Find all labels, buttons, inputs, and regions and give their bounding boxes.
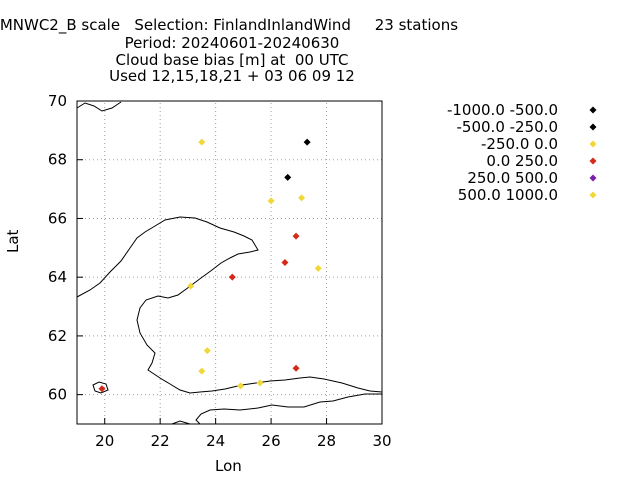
station-point	[292, 364, 300, 372]
x-axis-label: Lon	[215, 457, 242, 475]
legend-label: 500.0 1000.0	[458, 186, 558, 204]
legend-marker	[589, 157, 597, 165]
plot-frame	[76, 100, 383, 425]
title-line-2: Period: 20240601-20240630	[124, 34, 340, 52]
station-point	[314, 264, 322, 272]
station-point	[187, 282, 195, 290]
station-point	[292, 232, 300, 240]
station-point	[298, 194, 306, 202]
station-point	[203, 347, 211, 355]
station-point	[237, 382, 245, 390]
y-tick-label: 60	[48, 386, 67, 404]
station-point	[267, 197, 275, 205]
legend-marker	[589, 106, 597, 114]
station-points	[98, 138, 322, 393]
coastline-estonia	[195, 393, 382, 425]
legend-label: -1000.0 -500.0	[447, 101, 558, 119]
station-point	[281, 259, 289, 266]
title-line-1: : MNWC2_B scale Selection: FinlandInland…	[0, 16, 459, 34]
legend-marker	[589, 140, 597, 148]
legend-label: 0.0 250.0	[486, 152, 558, 170]
station-point	[198, 138, 206, 146]
legend-label: -500.0 -250.0	[457, 118, 558, 136]
coastline-sweden	[76, 101, 122, 112]
legend: -1000.0 -500.0-500.0 -250.0-250.0 0.00.0…	[447, 101, 597, 204]
x-tick-label: 20	[95, 432, 114, 450]
title-line-3: Cloud base bias [m] at 00 UTC	[115, 51, 349, 69]
station-point	[198, 367, 206, 375]
y-tick-label: 66	[48, 209, 67, 227]
legend-label: -250.0 0.0	[481, 135, 558, 153]
coastline-south	[171, 420, 191, 425]
title-line-4: Used 12,15,18,21 + 03 06 09 12	[109, 67, 355, 85]
station-point	[303, 138, 311, 146]
x-tick-label: 30	[372, 432, 391, 450]
y-axis-label: Lat	[4, 229, 22, 253]
y-tick-label: 68	[48, 151, 67, 169]
legend-marker	[589, 191, 597, 199]
legend-marker	[589, 174, 597, 182]
grid-lines	[77, 100, 383, 424]
coastline-aland	[92, 381, 109, 394]
axis-ticks: 20 22 24 26 28 30 60 62 64 66 68 70	[48, 92, 392, 450]
x-tick-label: 24	[206, 432, 225, 450]
legend-marker	[589, 123, 597, 131]
x-tick-label: 28	[317, 432, 336, 450]
y-tick-label: 70	[48, 92, 67, 110]
x-tick-label: 26	[262, 432, 281, 450]
legend-label: 250.0 500.0	[467, 169, 558, 187]
y-tick-label: 62	[48, 327, 67, 345]
x-tick-label: 22	[151, 432, 170, 450]
coastline-map	[76, 101, 383, 425]
station-point	[284, 173, 292, 181]
coastline-finland	[76, 216, 383, 394]
station-point	[228, 273, 236, 281]
y-tick-label: 64	[48, 268, 67, 286]
station-point	[256, 379, 264, 387]
station-point	[98, 385, 106, 393]
